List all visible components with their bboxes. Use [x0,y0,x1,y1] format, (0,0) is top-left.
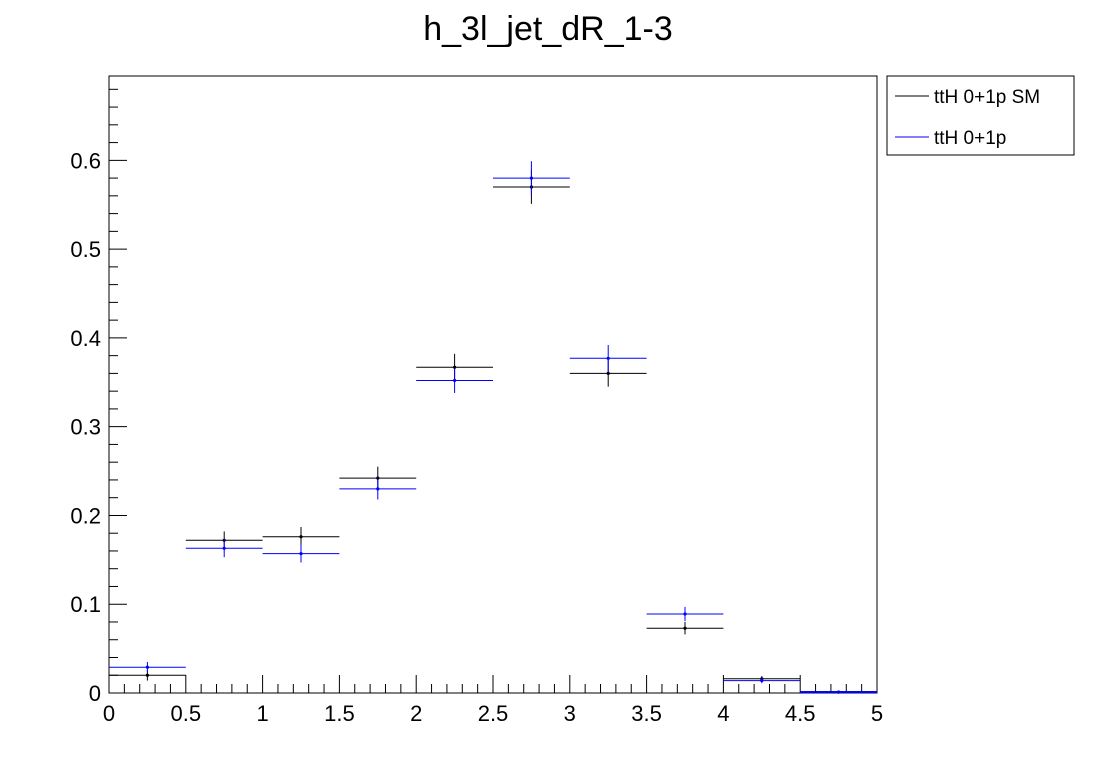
series-1 [109,161,877,694]
bin-marker [606,356,610,360]
bin-marker [760,678,764,683]
x-tick-label: 3.5 [631,701,662,726]
bin-marker [606,371,610,376]
x-tick-label: 2.5 [478,701,509,726]
x-tick-label: 4.5 [785,701,816,726]
bin-marker [837,690,841,694]
y-axis: 0 0.1 0.2 0.3 0.4 0.5 0.6 [70,88,127,706]
y-tick-label: 0.5 [70,237,101,262]
x-tick-label: 5 [871,701,883,726]
x-tick-label: 2 [410,701,422,726]
x-axis: 0 0.5 1 1.5 2 2.5 3 3.5 4 4.5 5 [103,675,883,726]
y-tick-label: 0.3 [70,415,101,440]
bin-marker [376,487,380,491]
y-tick-label: 0.6 [70,148,101,173]
y-tick-label: 0.2 [70,503,101,528]
legend-label-sm: ttH 0+1p SM [934,87,1040,108]
bin-marker [529,176,534,180]
series-0 [109,170,877,694]
bin-marker [145,665,149,669]
chart-title: h_3l_jet_dR_1-3 [423,10,673,48]
x-tick-label: 3 [564,701,576,726]
y-tick-label: 0.1 [70,592,101,617]
bin-marker [453,378,457,383]
plot-frame [108,75,878,694]
bin-marker [683,612,687,616]
x-tick-label: 0 [103,701,115,726]
bin-marker [145,673,149,677]
bin-marker [299,535,303,539]
x-tick-label: 1 [256,701,268,726]
x-tick-label: 0.5 [171,701,202,726]
bin-marker [222,546,226,550]
legend-label-bsm: ttH 0+1p [934,128,1006,149]
bin-marker [683,626,687,630]
y-tick-label: 0 [89,681,101,706]
legend: ttH 0+1p SM ttH 0+1p [886,75,1075,156]
x-tick-label: 4 [717,701,729,726]
bin-marker [299,552,303,556]
x-tick-label: 1.5 [324,701,355,726]
bin-marker [453,365,457,369]
legend-box [886,75,1075,156]
y-tick-label: 0.4 [70,326,101,351]
series-layer [109,161,877,694]
